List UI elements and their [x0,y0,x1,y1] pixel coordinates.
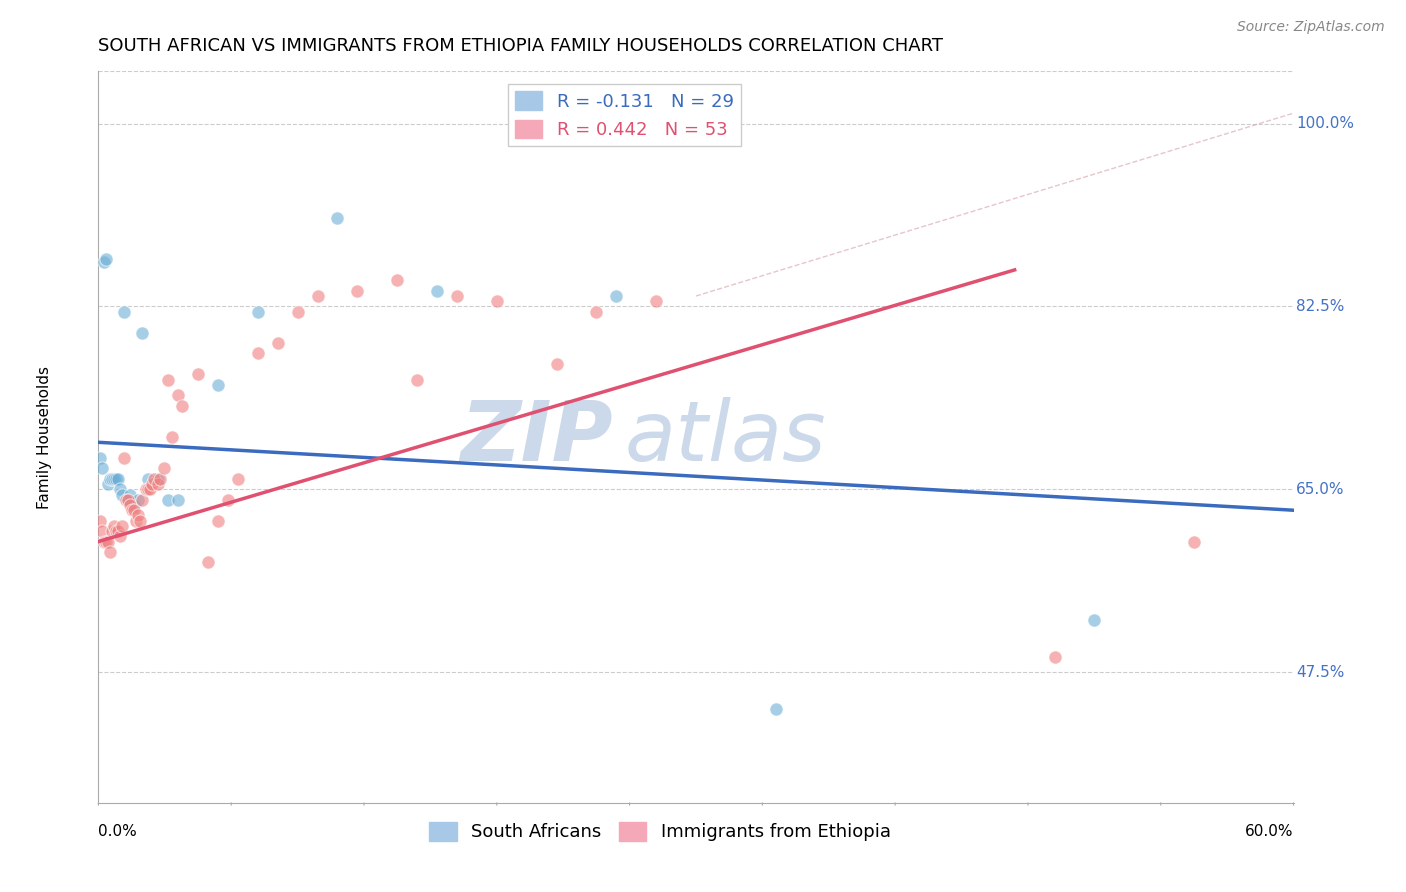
Point [135,483,157,497]
Text: 0.0%: 0.0% [98,823,138,838]
Point [1043,649,1066,664]
Point [187,368,209,382]
Point [585,304,607,318]
Point [127,492,149,507]
Point [226,472,249,486]
Point [112,450,135,465]
Point [385,273,409,287]
Point [120,498,142,512]
Point [110,483,132,497]
Point [129,514,152,528]
Point [111,487,134,501]
Text: SOUTH AFRICAN VS IMMIGRANTS FROM ETHIOPIA FAMILY HOUSEHOLDS CORRELATION CHART: SOUTH AFRICAN VS IMMIGRANTS FROM ETHIOPI… [98,37,943,54]
Point [105,524,128,538]
Point [97,477,120,491]
Point [485,294,508,309]
Point [605,289,627,303]
Point [89,514,111,528]
Point [105,472,128,486]
Point [167,388,190,402]
Point [143,472,166,486]
Point [97,534,120,549]
Point [131,326,153,340]
Text: 47.5%: 47.5% [1296,665,1344,680]
Text: 65.0%: 65.0% [1296,482,1344,497]
Point [101,524,124,538]
Point [307,289,329,303]
Point [103,472,125,486]
Point [1182,534,1205,549]
Point [111,519,134,533]
Point [207,377,229,392]
Point [167,492,190,507]
Point [246,304,269,318]
Point [217,492,239,507]
Point [149,472,172,486]
Point [125,514,148,528]
Point [141,477,163,491]
Point [98,545,122,559]
Legend: South Africans, Immigrants from Ethiopia: South Africans, Immigrants from Ethiopia [422,814,898,848]
Text: ZIP: ZIP [460,397,613,477]
Text: 82.5%: 82.5% [1296,299,1344,314]
Point [1083,613,1105,627]
Point [93,534,115,549]
Point [136,483,159,497]
Text: 100.0%: 100.0% [1296,116,1354,131]
Point [326,211,349,225]
Point [446,289,468,303]
Point [765,702,787,716]
Point [246,346,269,360]
Point [91,461,114,475]
Point [127,508,149,523]
Point [98,472,122,486]
Point [157,373,180,387]
Point [89,450,111,465]
Point [110,529,132,543]
Text: Source: ZipAtlas.com: Source: ZipAtlas.com [1237,20,1385,34]
Point [96,252,118,267]
Point [112,304,135,318]
Point [107,472,129,486]
Point [91,524,114,538]
Point [287,304,309,318]
Point [406,373,429,387]
Point [120,487,142,501]
Point [546,357,568,371]
Point [148,477,170,491]
Text: Family Households: Family Households [37,366,52,508]
Point [426,284,449,298]
Point [115,492,138,507]
Point [160,430,183,444]
Point [103,519,125,533]
Point [136,472,159,486]
Text: atlas: atlas [624,397,825,477]
Point [107,524,129,538]
Point [117,492,139,507]
Point [157,492,180,507]
Point [93,254,115,268]
Point [101,472,124,486]
Point [153,461,176,475]
Point [124,503,146,517]
Point [148,472,170,486]
Point [117,492,139,507]
Point [645,294,668,309]
Point [131,492,153,507]
Point [96,534,118,549]
Point [172,399,194,413]
Point [346,284,368,298]
Point [139,483,162,497]
Point [124,498,146,512]
Point [267,336,290,351]
Point [197,556,219,570]
Text: 60.0%: 60.0% [1246,823,1294,838]
Point [207,514,229,528]
Point [121,503,143,517]
